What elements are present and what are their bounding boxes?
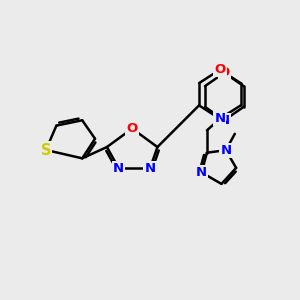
Text: O: O bbox=[214, 63, 226, 76]
Text: N: N bbox=[219, 114, 230, 127]
Text: N: N bbox=[214, 112, 225, 125]
Text: N: N bbox=[144, 162, 156, 175]
Text: S: S bbox=[41, 142, 51, 158]
Text: N: N bbox=[113, 162, 124, 175]
Text: O: O bbox=[127, 122, 138, 135]
Text: O: O bbox=[219, 66, 230, 79]
Text: N: N bbox=[220, 144, 232, 157]
Text: N: N bbox=[196, 166, 207, 179]
